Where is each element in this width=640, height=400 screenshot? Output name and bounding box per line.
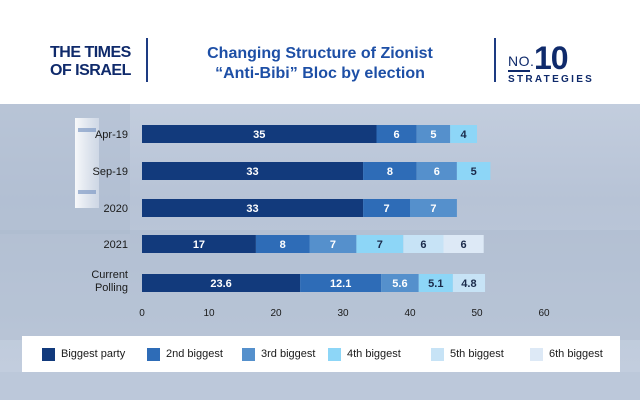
bar-segment xyxy=(142,199,364,217)
legend-item: 5th biggest xyxy=(431,336,504,372)
data-label: 5.6 xyxy=(392,278,407,290)
x-tick-label: 10 xyxy=(203,308,215,319)
data-label: 5.1 xyxy=(428,278,443,290)
x-tick-label: 30 xyxy=(337,308,349,319)
bar-segment xyxy=(452,274,486,292)
legend-item: 6th biggest xyxy=(530,336,603,372)
bar-segment xyxy=(416,125,451,143)
data-label: 7 xyxy=(377,239,383,251)
data-label: 6 xyxy=(434,166,440,178)
data-label: 35 xyxy=(253,129,265,141)
data-label: 12.1 xyxy=(330,278,351,290)
legend-label: 4th biggest xyxy=(347,348,401,360)
legend-item: 2nd biggest xyxy=(147,336,223,372)
bar-segment xyxy=(410,199,457,217)
legend-swatch xyxy=(328,347,341,361)
category-label: 2020 xyxy=(104,203,128,215)
data-label: 7 xyxy=(330,239,336,251)
logo-line-2: OF ISRAEL xyxy=(50,62,131,79)
category-label: Current Polling xyxy=(91,269,128,294)
legend-item: 3rd biggest xyxy=(242,336,315,372)
legend-label: 2nd biggest xyxy=(166,348,223,360)
badge-underline xyxy=(508,70,530,72)
data-label: 5 xyxy=(430,129,436,141)
x-tick-label: 60 xyxy=(538,308,550,319)
bar-segment xyxy=(363,199,410,217)
data-label: 8 xyxy=(387,166,393,178)
header-divider-right xyxy=(494,38,496,82)
category-label: Apr-19 xyxy=(95,129,128,141)
bar-segment xyxy=(255,235,310,253)
bar-segment xyxy=(376,125,417,143)
data-label: 6 xyxy=(420,239,426,251)
data-label: 4.8 xyxy=(461,278,476,290)
bar-segment xyxy=(300,274,382,292)
legend-item: Biggest party xyxy=(42,336,125,372)
data-label: 6 xyxy=(394,129,400,141)
legend-label: 5th biggest xyxy=(450,348,504,360)
badge-word: STRATEGIES xyxy=(508,74,595,85)
x-tick-label: 20 xyxy=(270,308,282,319)
bar-segment xyxy=(356,235,404,253)
bar-segment xyxy=(381,274,419,292)
legend-label: 6th biggest xyxy=(549,348,603,360)
x-tick-label: 50 xyxy=(471,308,483,319)
logo-line-1: THE TIMES xyxy=(50,44,131,61)
bar-segment xyxy=(142,235,256,253)
data-label: 33 xyxy=(246,166,258,178)
badge-number: 10 xyxy=(534,40,569,76)
bar-segment xyxy=(142,162,364,180)
chart-title-line-1: Changing Structure of Zionist xyxy=(207,45,433,62)
legend-swatch xyxy=(242,347,255,361)
x-tick-label: 40 xyxy=(404,308,416,319)
legend-swatch xyxy=(147,347,160,361)
bar-segment xyxy=(418,274,453,292)
data-label: 4 xyxy=(461,129,468,141)
bar-segment xyxy=(309,235,357,253)
badge-no: NO. xyxy=(508,53,535,69)
bar-segment xyxy=(363,162,417,180)
legend: Biggest party 2nd biggest 3rd biggest 4th b… xyxy=(22,336,620,372)
data-label: 5 xyxy=(471,166,477,178)
category-label: Sep-19 xyxy=(93,166,128,178)
data-label: 7 xyxy=(383,203,389,215)
bar-segment xyxy=(443,235,484,253)
legend-swatch xyxy=(42,347,55,361)
header-divider-left xyxy=(146,38,148,82)
bar-segment xyxy=(450,125,477,143)
category-label: 2021 xyxy=(104,239,128,251)
data-label: 17 xyxy=(193,239,205,251)
chart-title: Changing Structure of Zionist “Anti-Bibi… xyxy=(160,44,480,84)
legend-item: 4th biggest xyxy=(328,336,401,372)
bar-segment xyxy=(456,162,491,180)
data-label: 33 xyxy=(246,203,258,215)
legend-label: Biggest party xyxy=(61,348,126,360)
chart-title-line-2: “Anti-Bibi” Bloc by election xyxy=(215,65,425,82)
header-panel: THE TIMES OF ISRAEL Changing Structure o… xyxy=(0,0,640,104)
publication-logo[interactable]: THE TIMES OF ISRAEL xyxy=(50,44,150,80)
bar-segment xyxy=(403,235,444,253)
bar-segment xyxy=(142,125,377,143)
x-tick-label: 0 xyxy=(139,308,145,319)
data-label: 8 xyxy=(280,239,286,251)
legend-swatch xyxy=(431,347,444,361)
bar-segment xyxy=(416,162,457,180)
legend-label: 3rd biggest xyxy=(261,348,316,360)
data-label: 23.6 xyxy=(210,278,231,290)
bar-segment xyxy=(142,274,301,292)
data-label: 6 xyxy=(461,239,467,251)
legend-swatch xyxy=(530,347,543,361)
data-label: 7 xyxy=(430,203,436,215)
